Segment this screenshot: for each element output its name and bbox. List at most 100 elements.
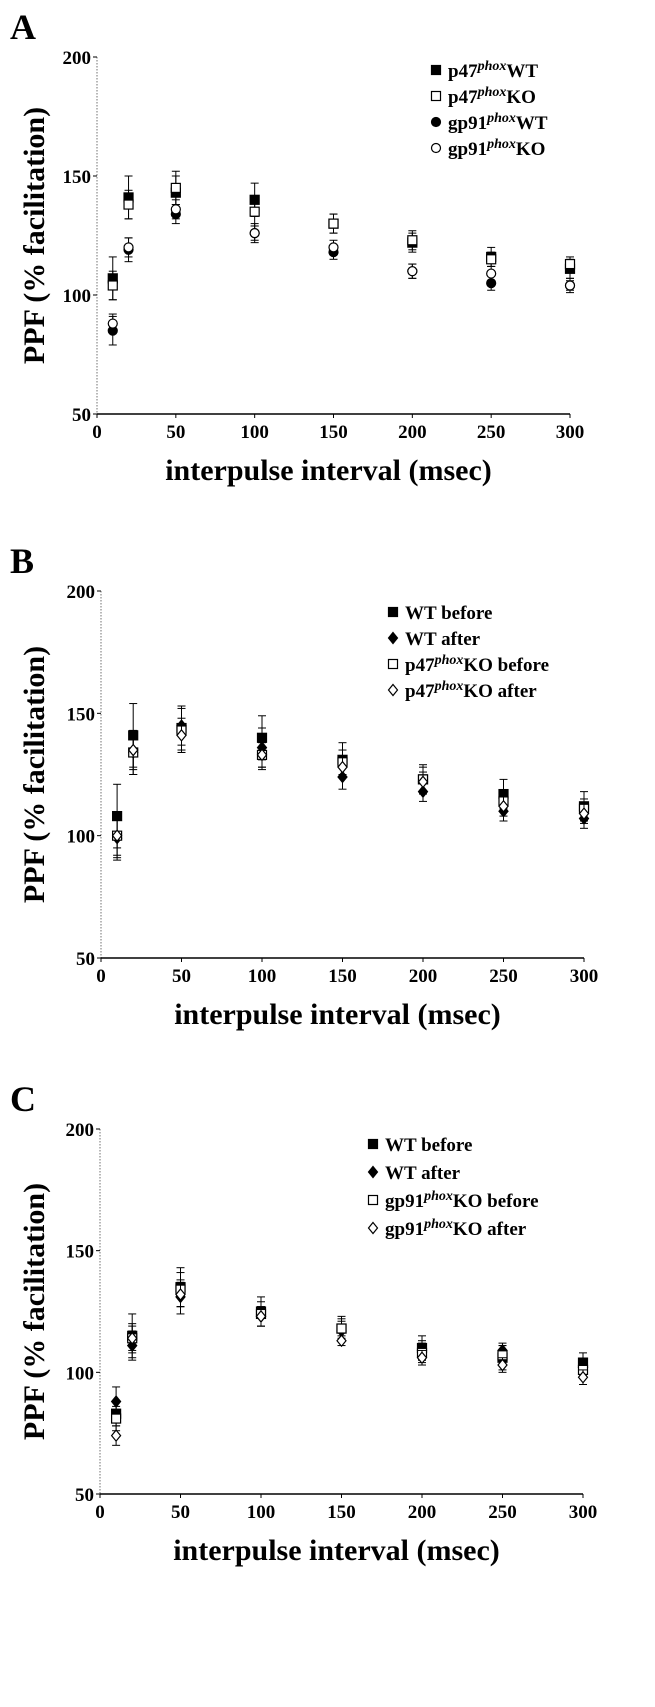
marker-square [367, 1138, 379, 1150]
x-tick-label: 50 [171, 1502, 190, 1523]
x-tick-label: 250 [489, 966, 518, 987]
legend-text: WT before [385, 1135, 472, 1156]
marker-diamond [126, 1331, 138, 1345]
y-tick-label: 100 [67, 827, 96, 848]
marker-diamond [111, 829, 123, 843]
legend-label: p47phoxKO before [405, 653, 549, 676]
marker-diamond [337, 760, 348, 774]
marker-square [407, 235, 418, 246]
legend-text: gp91 [385, 1191, 424, 1212]
legend-text: WT after [405, 629, 481, 650]
legend-text: phox [486, 111, 516, 126]
legend-text: p47 [405, 655, 435, 676]
x-axis-label: interpulse interval (msec) [165, 454, 492, 487]
marker-circle [107, 318, 118, 329]
legend-text: phox [434, 679, 464, 694]
legend-text: KO before [453, 1191, 539, 1212]
y-tick-label: 200 [67, 582, 96, 603]
legend-text: p47 [448, 61, 478, 82]
marker-square [110, 1413, 122, 1424]
x-tick-label: 150 [327, 1502, 356, 1523]
legend-text: p47 [448, 87, 478, 108]
x-tick-label: 50 [166, 422, 185, 443]
legend-label: WT after [405, 629, 481, 650]
marker-square [430, 90, 442, 102]
marker-circle [407, 266, 418, 277]
marker-circle [249, 228, 260, 239]
x-tick-label: 100 [248, 966, 277, 987]
x-tick-label: 250 [477, 422, 506, 443]
marker-square [336, 1323, 347, 1334]
marker-circle [170, 204, 181, 215]
legend-text: WT after [385, 1163, 461, 1184]
x-tick-label: 150 [319, 422, 348, 443]
legend-text: gp91 [448, 139, 487, 160]
panel-label: B [10, 541, 34, 581]
x-tick-label: 200 [398, 422, 427, 443]
x-tick-label: 200 [408, 1502, 437, 1523]
x-axis-label: interpulse interval (msec) [173, 1534, 500, 1567]
legend-text: KO after [463, 681, 537, 702]
marker-diamond [367, 1165, 379, 1179]
x-axis-label: interpulse interval (msec) [174, 998, 501, 1031]
marker-square [564, 258, 576, 270]
x-tick-label: 50 [172, 966, 191, 987]
legend-text: p47 [405, 681, 435, 702]
y-axis-label: PPF (% facilitation) [18, 1183, 51, 1440]
legend-text: WT [506, 61, 538, 82]
marker-square [367, 1194, 379, 1206]
y-tick-label: 50 [76, 949, 95, 970]
marker-square [430, 64, 442, 76]
y-tick-label: 150 [66, 1242, 95, 1263]
panel-label: C [10, 1079, 36, 1119]
x-tick-label: 0 [92, 422, 102, 443]
marker-diamond [498, 799, 509, 813]
legend-label: p47phoxKO after [405, 679, 537, 702]
marker-diamond [176, 728, 187, 742]
legend-label: WT before [405, 603, 492, 624]
legend-label: p47phoxWT [448, 59, 538, 82]
x-tick-label: 300 [569, 1502, 598, 1523]
marker-diamond [175, 1288, 186, 1301]
marker-diamond [578, 807, 590, 821]
marker-diamond [387, 631, 399, 645]
marker-square [328, 218, 339, 229]
marker-square [387, 658, 399, 670]
legend-text: phox [434, 653, 464, 668]
legend-text: phox [486, 137, 516, 152]
x-tick-label: 300 [570, 966, 599, 987]
x-tick-label: 100 [247, 1502, 276, 1523]
y-tick-label: 150 [67, 704, 96, 725]
legend-text: phox [423, 1189, 453, 1204]
y-tick-label: 200 [66, 1120, 95, 1141]
legend-text: phox [477, 85, 507, 100]
legend-text: KO [516, 139, 546, 160]
y-axis-label: PPF (% facilitation) [18, 646, 51, 903]
y-tick-label: 50 [75, 1485, 94, 1506]
marker-diamond [367, 1221, 379, 1235]
marker-circle [430, 142, 442, 154]
x-tick-label: 300 [556, 422, 585, 443]
panel-label: A [10, 7, 36, 47]
x-tick-label: 250 [488, 1502, 517, 1523]
marker-square [107, 280, 118, 291]
y-tick-label: 100 [63, 286, 92, 307]
legend-label: WT after [385, 1163, 461, 1184]
marker-diamond [256, 748, 268, 762]
y-tick-label: 50 [72, 405, 91, 426]
legend-text: KO after [453, 1219, 527, 1240]
legend-text: gp91 [385, 1219, 424, 1240]
marker-circle [564, 280, 576, 291]
marker-square [387, 606, 399, 618]
marker-diamond [417, 775, 429, 789]
marker-circle [430, 116, 442, 128]
marker-square [123, 199, 134, 210]
marker-circle [328, 242, 339, 253]
legend-label: gp91phoxKO before [385, 1189, 539, 1212]
marker-square [486, 254, 497, 265]
legend-label: p47phoxKO [448, 85, 536, 108]
marker-diamond [110, 1429, 122, 1443]
